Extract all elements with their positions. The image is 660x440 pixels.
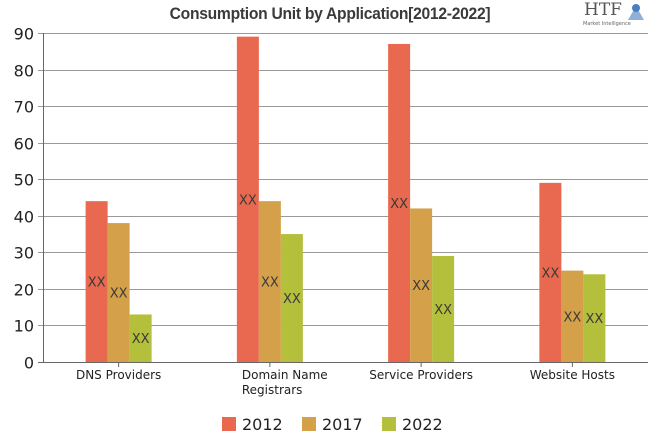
legend-swatch-2017 [302, 417, 316, 431]
data-label: XX [239, 193, 257, 208]
data-label: XX [563, 310, 581, 325]
legend-swatch-2012 [222, 417, 236, 431]
y-tick-label: 60 [14, 135, 34, 154]
data-label: XX [585, 312, 603, 327]
data-label: XX [283, 292, 301, 307]
x-tick-label: Domain Name Registrars [242, 368, 328, 397]
data-label: XX [390, 197, 408, 212]
chart-title: Consumption Unit by Application[2012-202… [169, 4, 491, 23]
y-tick-label: 70 [14, 98, 34, 117]
y-tick-label: 10 [14, 317, 34, 336]
x-tick-label: Service Providers [369, 368, 473, 382]
y-tick-label: 40 [14, 208, 34, 227]
logo-text: HTF [584, 0, 622, 20]
data-label: XX [412, 279, 430, 294]
y-tick-label: 90 [14, 25, 34, 44]
bar-2022 [583, 274, 606, 362]
bar-2017 [410, 208, 433, 362]
bar-2012 [388, 43, 411, 362]
data-label: XX [261, 276, 279, 291]
y-tick-label: 0 [24, 354, 34, 373]
bar-2012 [539, 182, 562, 362]
bar-2022 [432, 255, 455, 362]
y-tick-label: 50 [14, 171, 34, 190]
bar-2022 [129, 314, 152, 362]
data-label: XX [541, 266, 559, 281]
logo-emblem-icon [628, 4, 644, 20]
bar-2012 [236, 36, 259, 363]
bar-2017 [258, 201, 281, 362]
data-label: XX [132, 332, 150, 347]
x-tick-label: DNS Providers [76, 368, 161, 382]
data-label: XX [110, 287, 128, 302]
data-label: XX [88, 276, 106, 291]
x-tick-label: Website Hosts [530, 368, 615, 382]
bar-2017 [561, 270, 584, 362]
data-label: XX [434, 303, 452, 318]
legend-label-2022: 2022 [402, 415, 443, 434]
y-tick-label: 80 [14, 62, 34, 81]
legend-label-2012: 2012 [242, 415, 283, 434]
htf-logo: HTF Market Intelligence [580, 0, 660, 32]
y-tick-label: 30 [14, 244, 34, 263]
legend-swatch-2022 [382, 417, 396, 431]
legend-label-2017: 2017 [322, 415, 363, 434]
bar-2022 [280, 234, 303, 362]
logo-subtext: Market Intelligence [583, 21, 631, 27]
bar-2017 [107, 223, 130, 362]
bar-2012 [85, 201, 108, 362]
y-tick-label: 20 [14, 281, 34, 300]
